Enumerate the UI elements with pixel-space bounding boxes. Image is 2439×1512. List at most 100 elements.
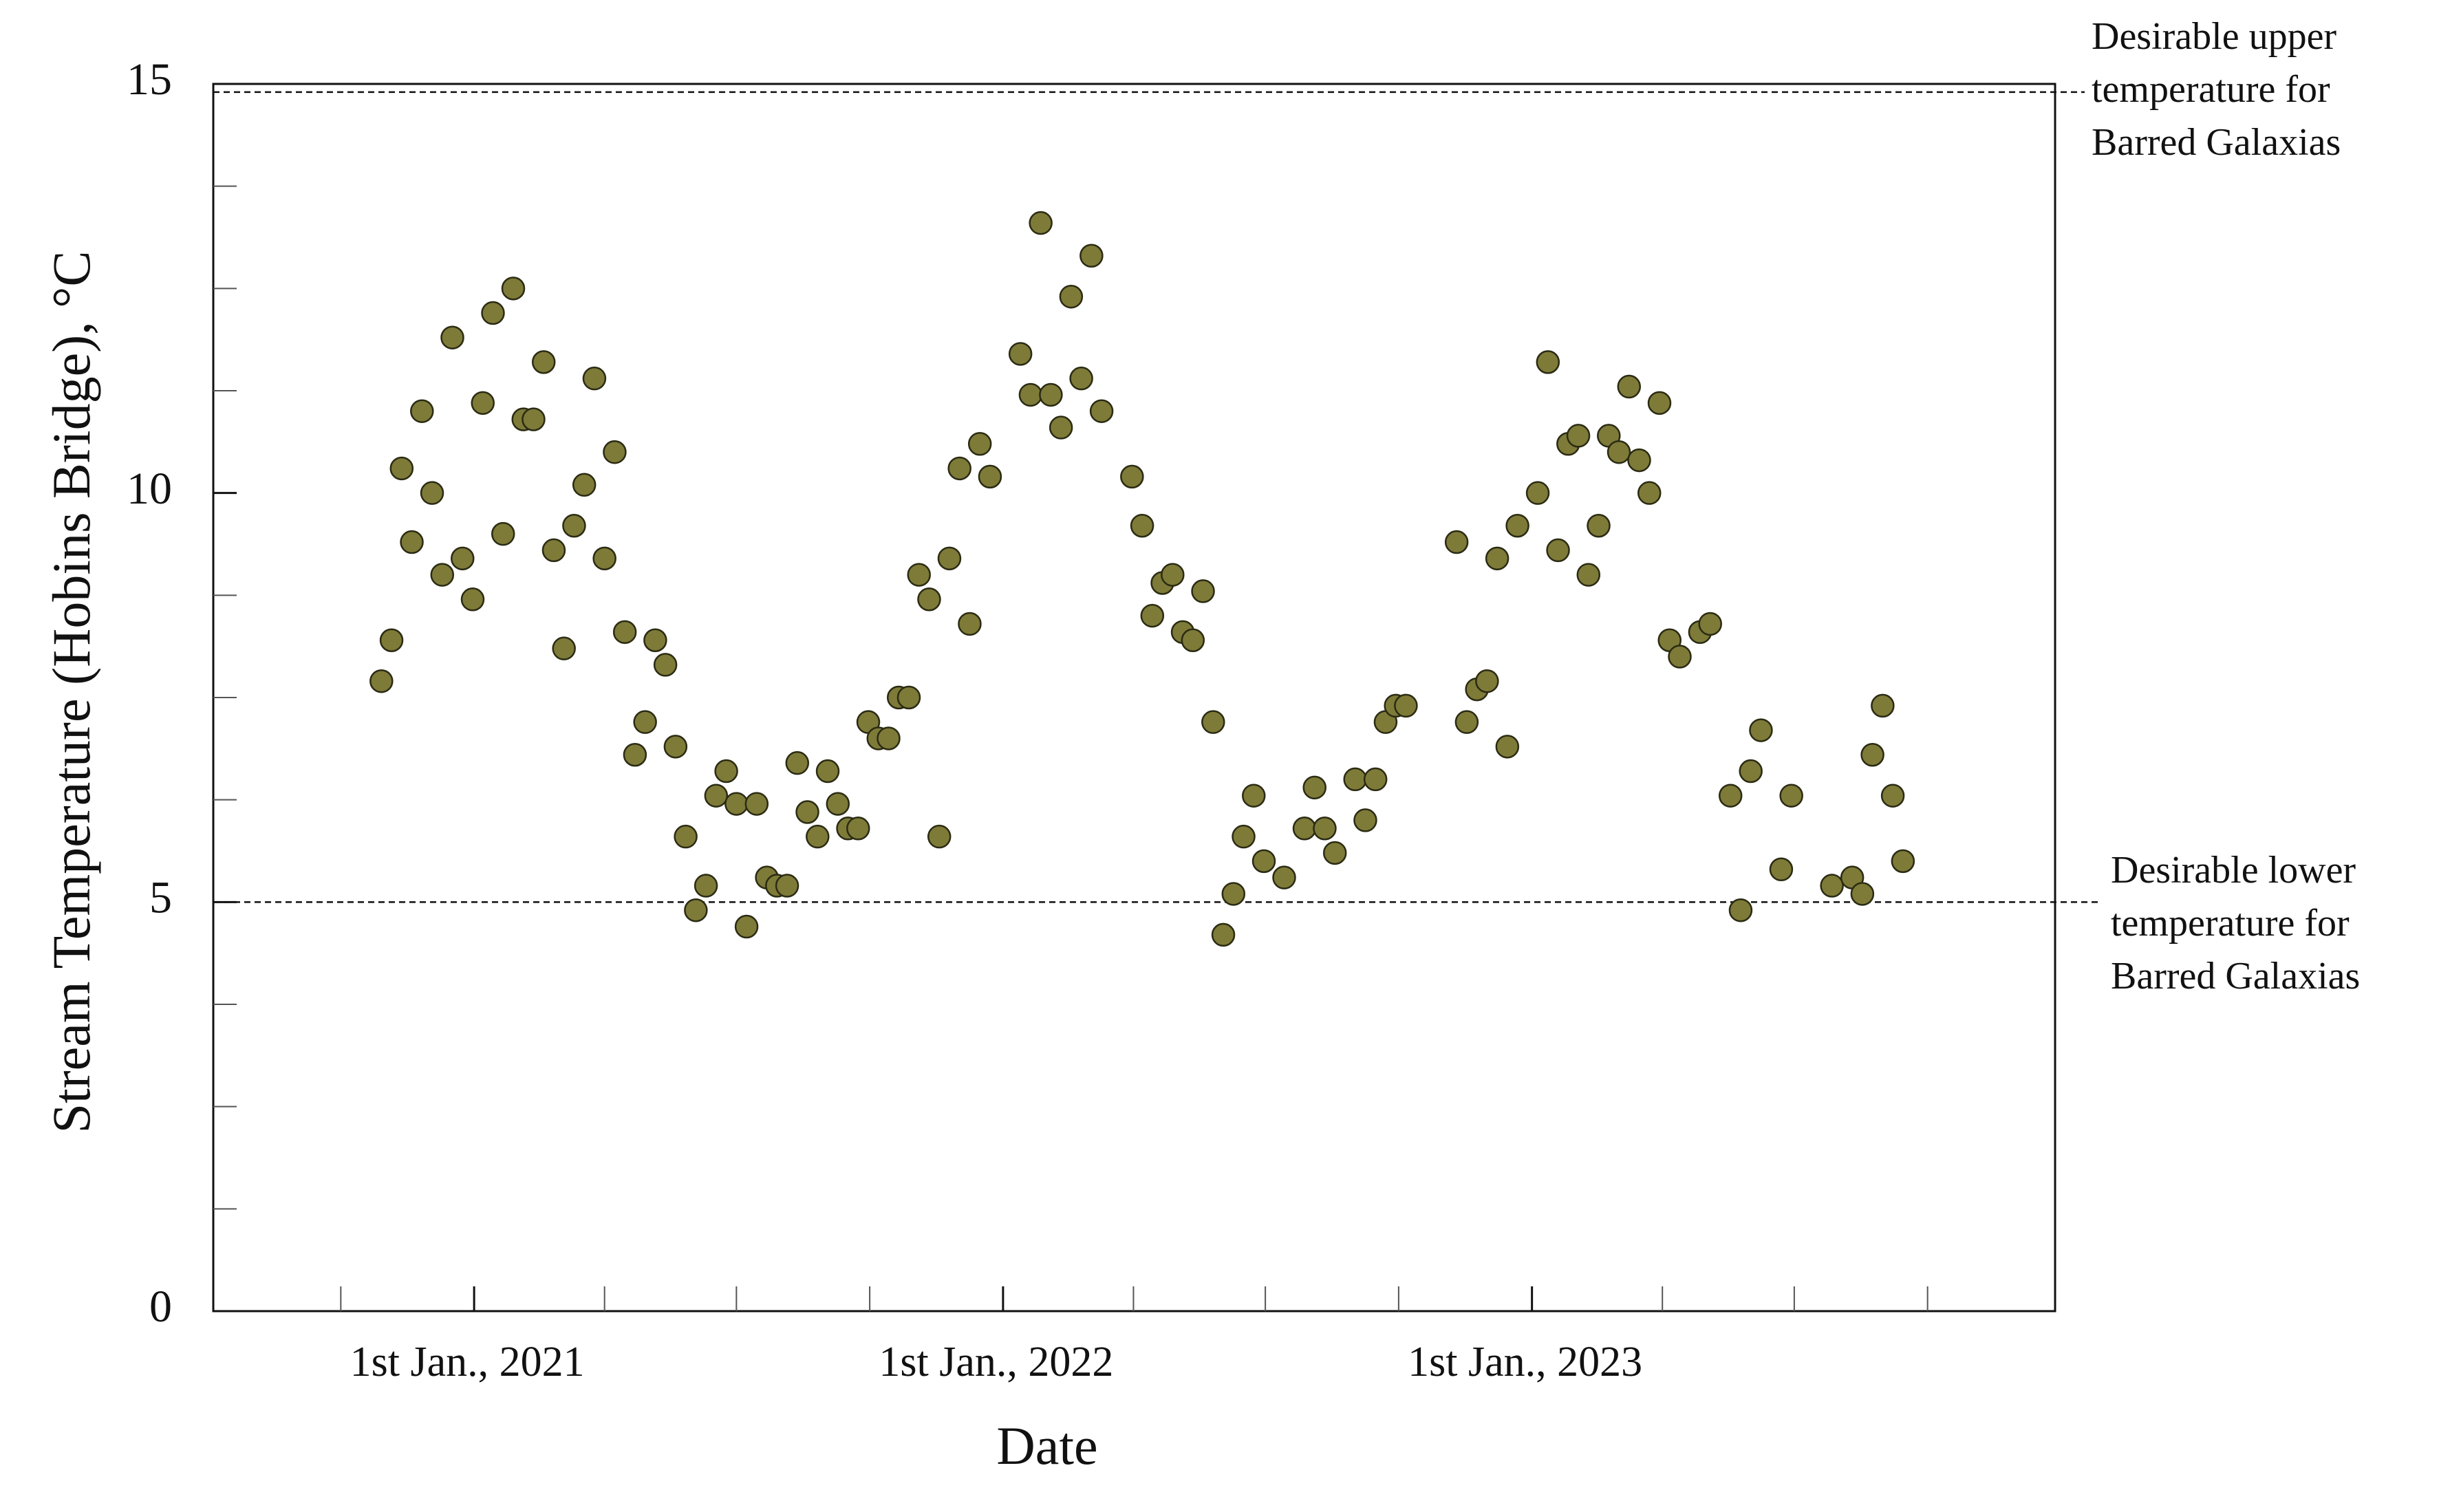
data-point: [612, 620, 637, 645]
data-point: [937, 546, 962, 571]
reference-annotation: Barred Galaxias: [2111, 955, 2360, 997]
data-point: [1779, 784, 1803, 808]
reference-annotation: Desirable upper: [2092, 15, 2336, 58]
data-point: [1008, 342, 1033, 366]
data-point: [927, 824, 952, 849]
data-point: [1718, 784, 1743, 808]
data-point: [734, 914, 759, 939]
data-point: [917, 587, 941, 612]
data-point: [1454, 710, 1479, 734]
data-point: [623, 743, 647, 767]
data-point: [1018, 382, 1043, 407]
data-point: [1313, 817, 1337, 841]
data-point: [1850, 882, 1875, 906]
data-point: [947, 456, 971, 481]
data-point: [491, 521, 515, 546]
data-point: [1232, 824, 1256, 849]
data-point: [1739, 759, 1763, 784]
y-tick-label: 10: [127, 464, 172, 514]
data-point: [1871, 693, 1895, 718]
y-tick-label: 0: [149, 1282, 172, 1332]
data-point: [1120, 464, 1144, 489]
data-point: [1860, 743, 1884, 767]
data-point: [1363, 767, 1388, 792]
data-point: [1668, 645, 1692, 669]
data-point: [806, 824, 830, 849]
data-point: [1525, 481, 1550, 505]
x-tick-label: 1st Jan., 2023: [1408, 1339, 1642, 1385]
data-point: [1617, 374, 1642, 399]
data-point: [1647, 391, 1672, 415]
data-point: [1769, 857, 1794, 882]
data-point: [1343, 767, 1367, 792]
data-point: [846, 817, 870, 841]
data-point: [1698, 612, 1722, 636]
data-point: [1576, 563, 1601, 587]
data-point: [1637, 481, 1662, 505]
data-point: [1444, 530, 1469, 554]
data-point: [1069, 366, 1093, 391]
data-point: [1292, 817, 1317, 841]
data-point: [704, 784, 729, 808]
y-tick-label: 5: [149, 872, 172, 922]
data-point: [1211, 922, 1236, 947]
data-point: [967, 432, 992, 456]
data-point: [1191, 579, 1215, 603]
data-point: [1485, 546, 1509, 571]
data-point: [1201, 710, 1225, 734]
data-point: [785, 750, 810, 775]
data-point: [1089, 399, 1114, 423]
data-point: [877, 726, 901, 750]
data-point: [1353, 808, 1377, 832]
data-point: [1039, 382, 1063, 407]
data-point: [1880, 784, 1905, 808]
data-point: [1728, 898, 1753, 922]
data-point: [460, 587, 485, 612]
data-point: [1181, 628, 1205, 652]
data-point: [430, 563, 455, 587]
reference-annotation: Desirable lower: [2111, 849, 2356, 892]
data-point: [694, 874, 718, 898]
data-point: [522, 407, 546, 431]
reference-annotation: temperature for: [2111, 902, 2350, 944]
data-point: [541, 538, 566, 563]
data-point: [826, 792, 850, 816]
data-point: [1607, 440, 1631, 464]
data-point: [1820, 874, 1844, 898]
data-point: [420, 481, 444, 505]
data-point: [572, 473, 597, 497]
data-point: [379, 628, 404, 652]
data-point: [400, 530, 424, 554]
x-tick-label: 1st Jan., 2022: [879, 1339, 1113, 1385]
data-point: [603, 440, 627, 464]
data-point: [1546, 538, 1570, 563]
data-point: [481, 301, 505, 325]
data-point: [1029, 210, 1053, 235]
data-point: [1130, 513, 1154, 538]
plot-frame: [212, 83, 2056, 1313]
data-point: [724, 792, 749, 816]
data-point: [653, 653, 678, 677]
data-point: [907, 563, 931, 587]
data-point: [815, 759, 840, 784]
data-point: [440, 325, 464, 349]
data-point: [1394, 693, 1418, 718]
data-point: [1079, 244, 1104, 268]
data-point: [1627, 448, 1651, 473]
data-point: [451, 546, 475, 571]
data-point: [1495, 735, 1520, 759]
reference-annotation: Barred Galaxias: [2092, 121, 2341, 164]
data-point: [1566, 424, 1591, 448]
data-point: [531, 350, 556, 374]
data-point: [410, 399, 434, 423]
data-point: [1251, 849, 1276, 874]
data-point: [592, 546, 616, 571]
x-axis-label: Date: [996, 1416, 1097, 1476]
data-point: [1505, 513, 1529, 538]
data-point: [1049, 415, 1073, 440]
data-point: [1475, 669, 1499, 693]
data-point: [896, 685, 921, 710]
data-point: [369, 669, 394, 693]
